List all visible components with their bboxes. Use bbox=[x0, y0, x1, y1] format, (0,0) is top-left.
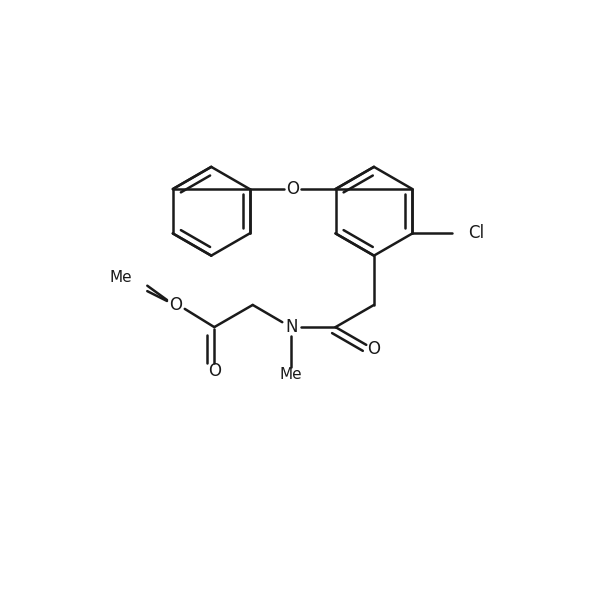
Text: Me: Me bbox=[280, 367, 302, 382]
Text: O: O bbox=[367, 340, 380, 358]
Text: O: O bbox=[286, 180, 299, 198]
Text: Me: Me bbox=[110, 271, 133, 286]
Text: Cl: Cl bbox=[469, 224, 485, 242]
Text: O: O bbox=[169, 296, 182, 314]
Text: O: O bbox=[208, 362, 221, 380]
Text: N: N bbox=[285, 318, 298, 336]
